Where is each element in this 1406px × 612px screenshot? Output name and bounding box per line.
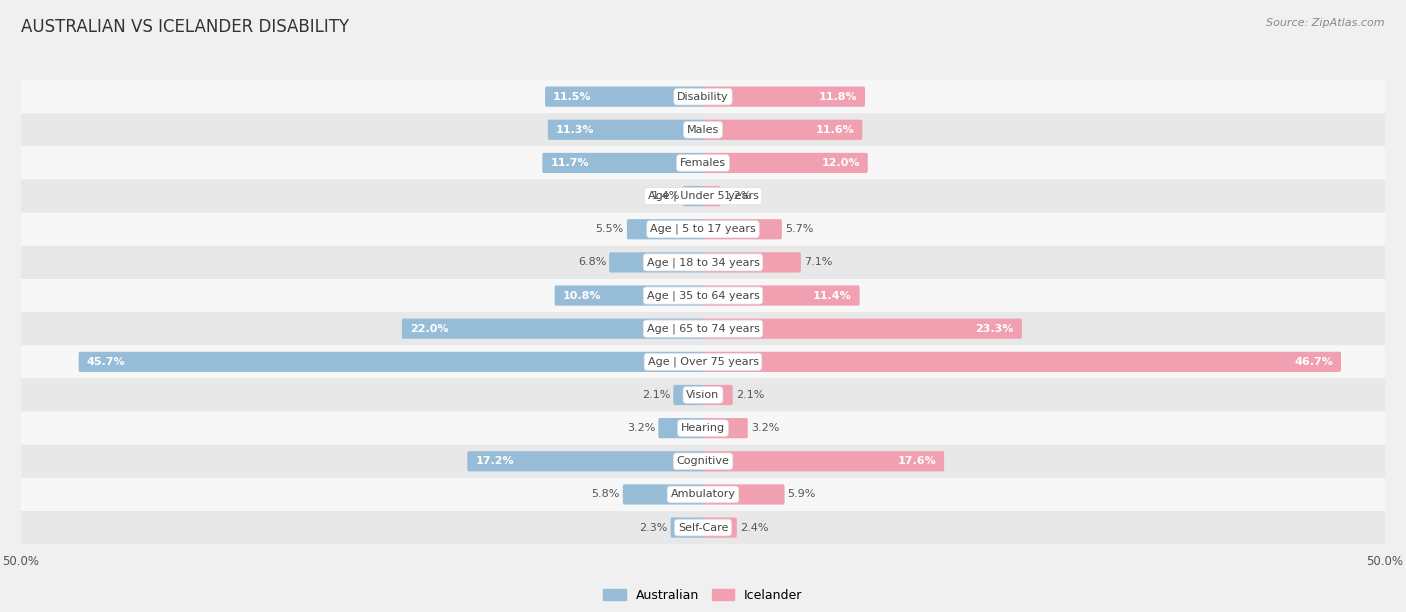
Text: 6.8%: 6.8% xyxy=(578,258,606,267)
FancyBboxPatch shape xyxy=(609,252,704,272)
Text: AUSTRALIAN VS ICELANDER DISABILITY: AUSTRALIAN VS ICELANDER DISABILITY xyxy=(21,18,349,36)
Text: Source: ZipAtlas.com: Source: ZipAtlas.com xyxy=(1267,18,1385,28)
FancyBboxPatch shape xyxy=(702,285,859,305)
Text: 5.8%: 5.8% xyxy=(592,490,620,499)
FancyBboxPatch shape xyxy=(21,246,1385,279)
Text: 11.4%: 11.4% xyxy=(813,291,852,300)
Text: Males: Males xyxy=(688,125,718,135)
FancyBboxPatch shape xyxy=(21,312,1385,345)
FancyBboxPatch shape xyxy=(702,418,748,438)
Text: 5.9%: 5.9% xyxy=(787,490,815,499)
Text: Age | 5 to 17 years: Age | 5 to 17 years xyxy=(650,224,756,234)
FancyBboxPatch shape xyxy=(546,86,704,106)
Text: Age | Over 75 years: Age | Over 75 years xyxy=(648,357,758,367)
Text: 11.5%: 11.5% xyxy=(553,92,592,102)
Text: Age | 18 to 34 years: Age | 18 to 34 years xyxy=(647,257,759,267)
FancyBboxPatch shape xyxy=(554,285,704,305)
Text: 5.7%: 5.7% xyxy=(785,224,813,234)
FancyBboxPatch shape xyxy=(671,518,704,538)
FancyBboxPatch shape xyxy=(21,80,1385,113)
FancyBboxPatch shape xyxy=(21,511,1385,544)
Text: Age | 35 to 64 years: Age | 35 to 64 years xyxy=(647,290,759,300)
FancyBboxPatch shape xyxy=(548,120,704,140)
Text: 11.7%: 11.7% xyxy=(550,158,589,168)
Text: Females: Females xyxy=(681,158,725,168)
Text: Self-Care: Self-Care xyxy=(678,523,728,532)
FancyBboxPatch shape xyxy=(702,120,862,140)
Text: 17.2%: 17.2% xyxy=(475,457,513,466)
Text: Age | Under 5 years: Age | Under 5 years xyxy=(648,191,758,201)
Text: 2.4%: 2.4% xyxy=(740,523,768,532)
Text: 1.2%: 1.2% xyxy=(724,191,752,201)
Text: 3.2%: 3.2% xyxy=(627,423,655,433)
Text: 5.5%: 5.5% xyxy=(596,224,624,234)
Text: Age | 65 to 74 years: Age | 65 to 74 years xyxy=(647,324,759,334)
Text: Disability: Disability xyxy=(678,92,728,102)
FancyBboxPatch shape xyxy=(702,518,737,538)
FancyBboxPatch shape xyxy=(21,212,1385,246)
Text: 17.6%: 17.6% xyxy=(897,457,936,466)
FancyBboxPatch shape xyxy=(21,279,1385,312)
Text: Cognitive: Cognitive xyxy=(676,457,730,466)
FancyBboxPatch shape xyxy=(702,86,865,106)
Text: 10.8%: 10.8% xyxy=(562,291,600,300)
FancyBboxPatch shape xyxy=(21,378,1385,411)
Text: 23.3%: 23.3% xyxy=(976,324,1014,334)
FancyBboxPatch shape xyxy=(21,179,1385,212)
FancyBboxPatch shape xyxy=(702,219,782,239)
FancyBboxPatch shape xyxy=(467,451,704,471)
Legend: Australian, Icelander: Australian, Icelander xyxy=(599,584,807,606)
FancyBboxPatch shape xyxy=(21,113,1385,146)
FancyBboxPatch shape xyxy=(402,319,704,339)
FancyBboxPatch shape xyxy=(673,385,704,405)
Text: 7.1%: 7.1% xyxy=(804,258,832,267)
FancyBboxPatch shape xyxy=(683,186,704,206)
FancyBboxPatch shape xyxy=(623,484,704,504)
FancyBboxPatch shape xyxy=(702,319,1022,339)
Text: Ambulatory: Ambulatory xyxy=(671,490,735,499)
Text: Hearing: Hearing xyxy=(681,423,725,433)
FancyBboxPatch shape xyxy=(21,345,1385,378)
Text: 2.1%: 2.1% xyxy=(735,390,763,400)
FancyBboxPatch shape xyxy=(702,484,785,504)
Text: 1.4%: 1.4% xyxy=(651,191,681,201)
FancyBboxPatch shape xyxy=(702,352,1341,372)
FancyBboxPatch shape xyxy=(21,445,1385,478)
FancyBboxPatch shape xyxy=(702,252,801,272)
Text: 45.7%: 45.7% xyxy=(87,357,125,367)
Text: 2.1%: 2.1% xyxy=(643,390,671,400)
Text: 22.0%: 22.0% xyxy=(409,324,449,334)
FancyBboxPatch shape xyxy=(702,186,720,206)
Text: 12.0%: 12.0% xyxy=(821,158,860,168)
FancyBboxPatch shape xyxy=(79,352,704,372)
FancyBboxPatch shape xyxy=(658,418,704,438)
FancyBboxPatch shape xyxy=(627,219,704,239)
Text: 2.3%: 2.3% xyxy=(640,523,668,532)
FancyBboxPatch shape xyxy=(702,153,868,173)
FancyBboxPatch shape xyxy=(702,451,943,471)
FancyBboxPatch shape xyxy=(543,153,704,173)
Text: 11.8%: 11.8% xyxy=(818,92,858,102)
Text: 11.3%: 11.3% xyxy=(555,125,595,135)
FancyBboxPatch shape xyxy=(21,411,1385,445)
FancyBboxPatch shape xyxy=(702,385,733,405)
FancyBboxPatch shape xyxy=(21,478,1385,511)
Text: Vision: Vision xyxy=(686,390,720,400)
FancyBboxPatch shape xyxy=(21,146,1385,179)
Text: 46.7%: 46.7% xyxy=(1294,357,1333,367)
Text: 11.6%: 11.6% xyxy=(815,125,855,135)
Text: 3.2%: 3.2% xyxy=(751,423,779,433)
